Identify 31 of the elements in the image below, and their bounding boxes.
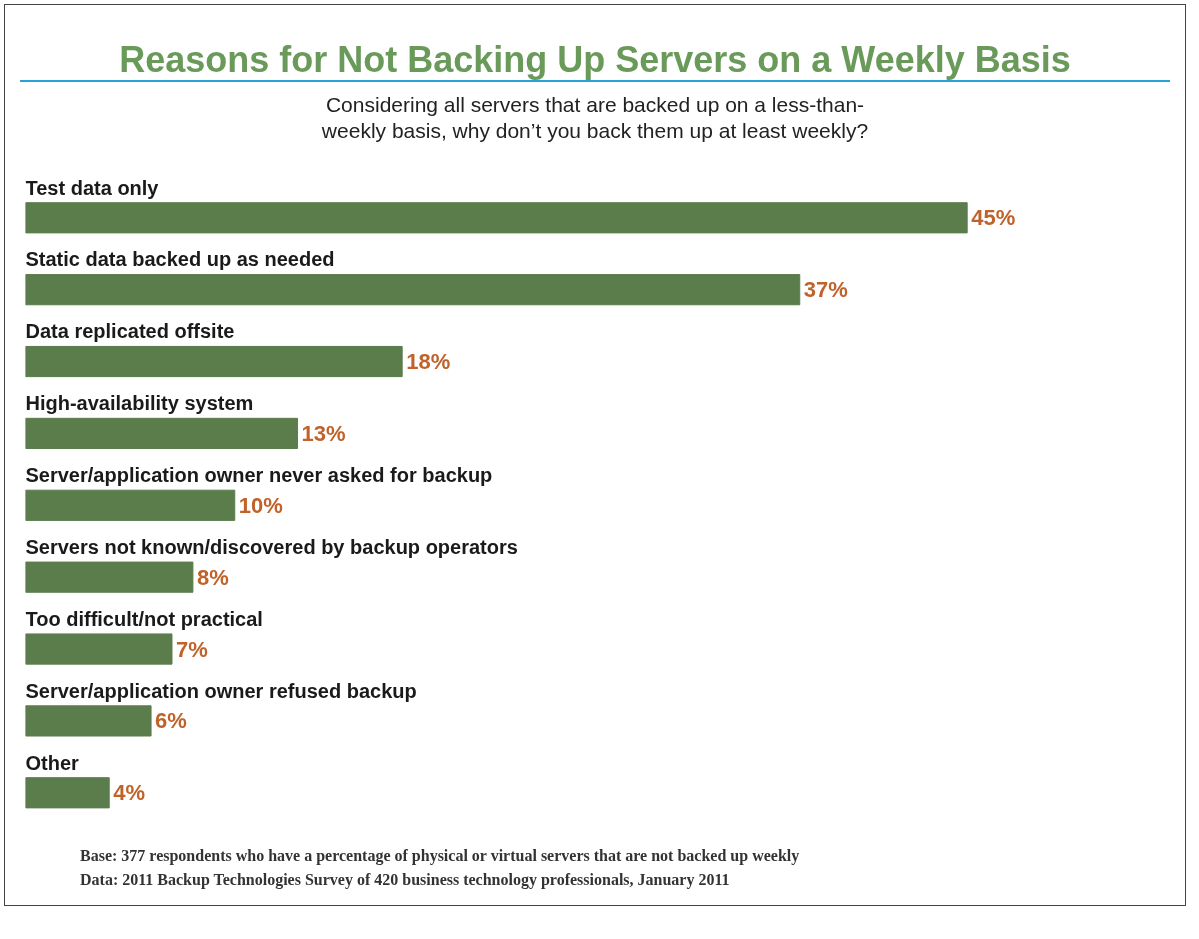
text: Base: 377 respondents who have a percentage of physical or virtual servers that are not backed up weekly	[80, 847, 800, 864]
y-tick-label: Too difficult/not practical	[25, 607, 263, 630]
data-label: 7%	[175, 636, 208, 662]
data-label: 10%	[238, 492, 283, 518]
data-label: 4%	[113, 780, 145, 806]
bar	[25, 274, 801, 306]
y-tick-label: Test data only	[25, 176, 160, 199]
bar	[25, 202, 968, 234]
data-label: 18%	[406, 349, 451, 375]
y-tick-label: Data replicated offsite	[25, 320, 235, 343]
data-label: 45%	[971, 205, 1016, 231]
data-label: 6%	[155, 708, 187, 734]
bar	[25, 633, 173, 665]
bar	[25, 561, 194, 593]
y-tick-label: High-availability system	[25, 392, 254, 415]
text: Data: 2011 Backup Technologies Survey of 420 business technology professionals, January 2011	[80, 871, 730, 888]
y-tick-label: Other	[25, 751, 80, 774]
bar	[25, 489, 236, 521]
y-tick-label: Server/application owner refused backup	[25, 679, 417, 702]
bar	[25, 705, 152, 737]
chart-title: Reasons for Not Backing Up Servers on a Weekly Basis	[119, 39, 1071, 80]
data-label: 37%	[803, 277, 848, 303]
y-tick-label: Static data backed up as needed	[25, 248, 335, 271]
data-label: 8%	[196, 564, 229, 590]
data-label: 13%	[301, 420, 346, 446]
bar	[25, 345, 403, 378]
chart-subtitle: Considering all servers that are backed up on a less-than-weekly basis, why don’t you back them up at least weekly?	[320, 92, 870, 144]
bar	[25, 777, 110, 809]
y-tick-label: Server/application owner never asked for backup	[25, 464, 493, 487]
bar	[25, 417, 299, 449]
y-tick-label: Servers not known/discovered by backup operators	[25, 535, 518, 558]
